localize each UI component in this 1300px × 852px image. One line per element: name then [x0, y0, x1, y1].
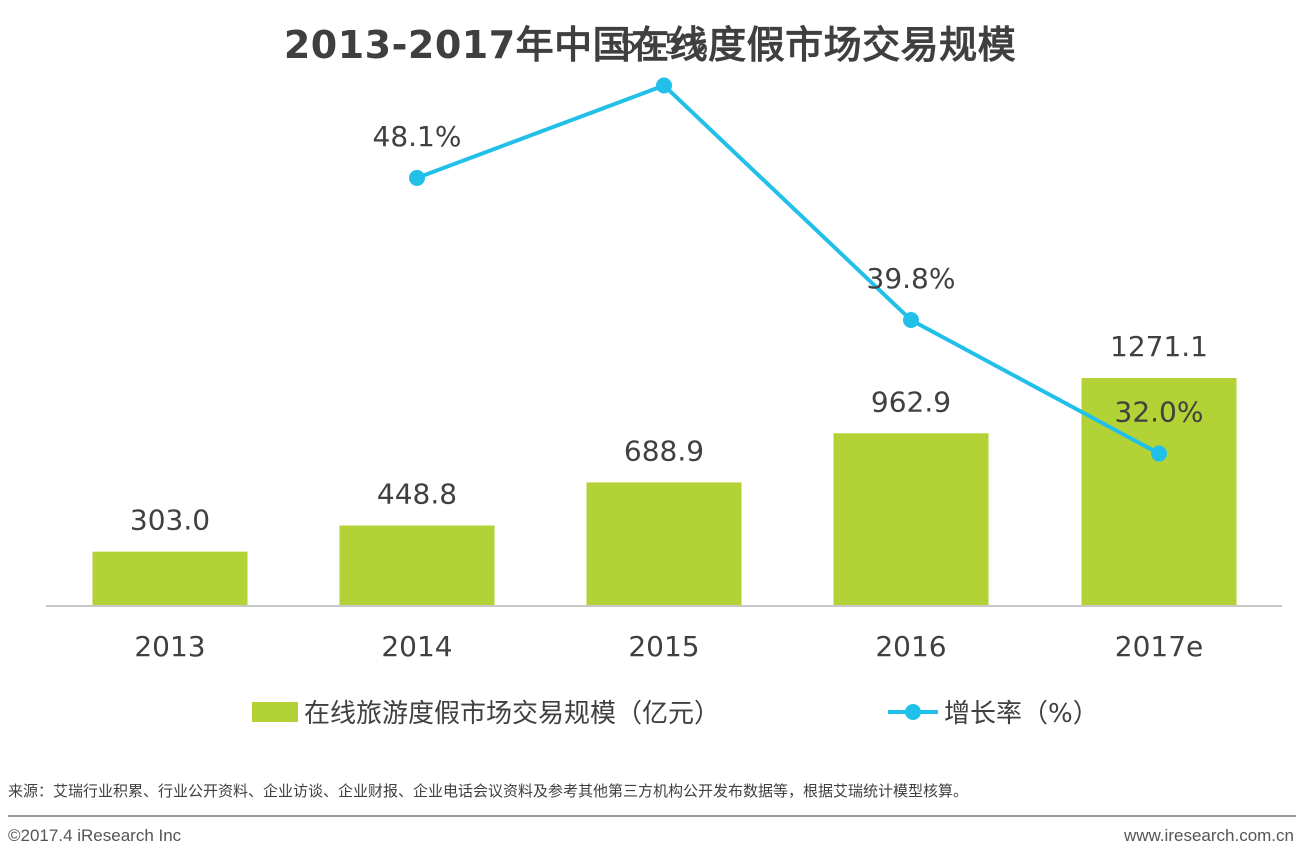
legend-line-marker [905, 704, 921, 720]
bars-layer [92, 378, 1237, 606]
chart-area: 303.0 2013 448.8 2014 688.9 2015 962.9 2016 1271… [46, 27, 1282, 729]
x-tick-label: 2016 [875, 630, 946, 663]
x-tick-label: 2017e [1115, 630, 1203, 663]
bar-value-label: 448.8 [377, 477, 457, 510]
legend-bar-swatch [252, 702, 298, 722]
legend-bar-label: 在线旅游度假市场交易规模（亿元） [304, 699, 720, 729]
growth-rate-label: 53.5% [620, 27, 709, 60]
bar-2017e [1081, 378, 1237, 606]
x-tick-label: 2015 [628, 630, 699, 663]
bar-value-label: 688.9 [624, 434, 704, 467]
chart-title: 2013-2017年中国在线度假市场交易规模 [283, 23, 1017, 67]
bar-2015 [586, 482, 742, 606]
line-layer [409, 77, 1167, 462]
bar-2016 [833, 433, 989, 606]
labels-layer: 303.0 2013 448.8 2014 688.9 2015 962.9 2016 1271… [130, 27, 1208, 663]
copyright-text: ©2017.4 iResearch Inc [8, 826, 182, 845]
growth-rate-label: 32.0% [1115, 396, 1204, 429]
footer-divider [8, 815, 1296, 817]
legend: 在线旅游度假市场交易规模（亿元） 增长率（%） [252, 699, 1099, 729]
growth-rate-label: 39.8% [867, 262, 956, 295]
growth-rate-point [903, 312, 919, 329]
x-tick-label: 2014 [381, 630, 452, 663]
bar-value-label: 303.0 [130, 504, 210, 537]
source-note: 来源：艾瑞行业积累、行业公开资料、企业访谈、企业财报、企业电话会议资料及参考其他… [8, 782, 969, 800]
growth-rate-point [409, 169, 425, 186]
growth-rate-point [1151, 445, 1167, 462]
website-text: www.iresearch.com.cn [1123, 826, 1294, 845]
bar-value-label: 962.9 [871, 385, 951, 418]
growth-rate-label: 48.1% [373, 120, 462, 153]
growth-rate-point [656, 77, 672, 94]
growth-rate-line [416, 83, 1160, 456]
legend-line-label: 增长率（%） [944, 699, 1099, 729]
bar-value-label: 1271.1 [1110, 330, 1208, 363]
bar-2014 [339, 525, 495, 606]
x-tick-label: 2013 [134, 630, 205, 663]
bar-2013 [92, 551, 248, 606]
